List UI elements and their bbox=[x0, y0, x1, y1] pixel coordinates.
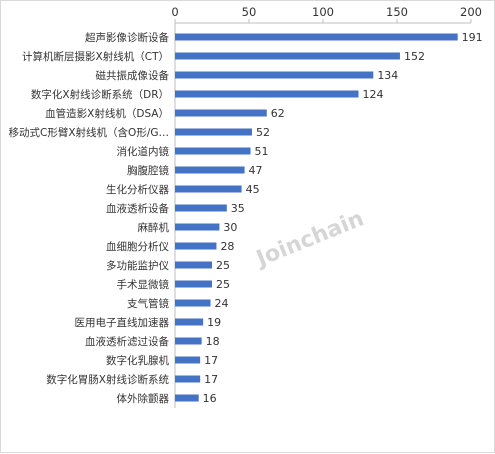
category-label: 数字化乳腺机 bbox=[106, 354, 169, 367]
data-label: 52 bbox=[256, 126, 270, 139]
category-label: 支气管镜 bbox=[127, 297, 169, 310]
data-label: 35 bbox=[231, 202, 245, 215]
category-label: 超声影像诊断设备 bbox=[85, 31, 169, 44]
data-label: 28 bbox=[220, 240, 234, 253]
data-label: 51 bbox=[254, 145, 268, 158]
data-label: 152 bbox=[404, 50, 425, 63]
data-label: 191 bbox=[462, 31, 483, 44]
x-tick-label: 0 bbox=[171, 5, 178, 19]
data-label: 62 bbox=[271, 107, 285, 120]
bar bbox=[175, 280, 212, 288]
category-label: 体外除颤器 bbox=[117, 392, 170, 405]
data-label: 45 bbox=[246, 183, 260, 196]
bar bbox=[175, 185, 242, 193]
bar bbox=[175, 356, 201, 364]
category-label: 血液透析设备 bbox=[106, 202, 169, 215]
data-label: 17 bbox=[204, 373, 218, 386]
data-label: 30 bbox=[223, 221, 237, 234]
bar bbox=[175, 166, 245, 174]
category-label: 胸腹腔镜 bbox=[127, 164, 169, 177]
x-tick-label: 150 bbox=[386, 5, 408, 19]
category-label: 血管造影X射线机（DSA） bbox=[45, 107, 169, 120]
category-label: 数字化X射线诊断系统（DR） bbox=[31, 88, 169, 101]
bar bbox=[175, 223, 220, 231]
category-label: 移动式C形臂X射线机（含O形/G… bbox=[9, 126, 169, 139]
bar bbox=[175, 204, 227, 212]
bar bbox=[175, 318, 204, 326]
bar bbox=[175, 375, 201, 383]
x-tick-label: 100 bbox=[312, 5, 334, 19]
bar bbox=[175, 394, 199, 402]
data-label: 19 bbox=[207, 316, 221, 329]
x-tick-label: 50 bbox=[242, 5, 257, 19]
category-label: 血液透析滤过设备 bbox=[85, 335, 169, 348]
data-label: 17 bbox=[204, 354, 218, 367]
data-label: 25 bbox=[216, 278, 230, 291]
data-label: 25 bbox=[216, 259, 230, 272]
category-label: 生化分析仪器 bbox=[106, 183, 169, 196]
data-label: 18 bbox=[206, 335, 220, 348]
data-label: 47 bbox=[249, 164, 263, 177]
bar bbox=[175, 90, 359, 98]
bar bbox=[175, 71, 374, 79]
data-label: 24 bbox=[215, 297, 229, 310]
category-label: 医用电子直线加速器 bbox=[75, 316, 170, 329]
bar bbox=[175, 242, 217, 250]
data-label: 124 bbox=[363, 88, 384, 101]
data-label: 134 bbox=[377, 69, 398, 82]
bar bbox=[175, 261, 212, 269]
bar bbox=[175, 128, 252, 136]
category-label: 麻醉机 bbox=[138, 221, 170, 234]
category-label: 磁共振成像设备 bbox=[96, 69, 170, 82]
category-label: 消化道内镜 bbox=[117, 145, 170, 158]
x-tick-label: 200 bbox=[460, 5, 482, 19]
watermark: Joinchain bbox=[251, 206, 367, 272]
bar bbox=[175, 52, 400, 60]
bars bbox=[175, 33, 458, 402]
category-label: 手术显微镜 bbox=[117, 278, 170, 291]
bar bbox=[175, 33, 458, 41]
bar bbox=[175, 337, 202, 345]
bar bbox=[175, 147, 251, 155]
category-label: 多功能监护仪 bbox=[106, 259, 169, 272]
bar bbox=[175, 109, 267, 117]
category-label: 血细胞分析仪 bbox=[106, 240, 169, 253]
data-label: 16 bbox=[203, 392, 217, 405]
category-label: 计算机断层摄影X射线机（CT） bbox=[22, 50, 169, 63]
bar bbox=[175, 299, 211, 307]
category-label: 数字化胃肠X射线诊断系统 bbox=[46, 373, 169, 386]
